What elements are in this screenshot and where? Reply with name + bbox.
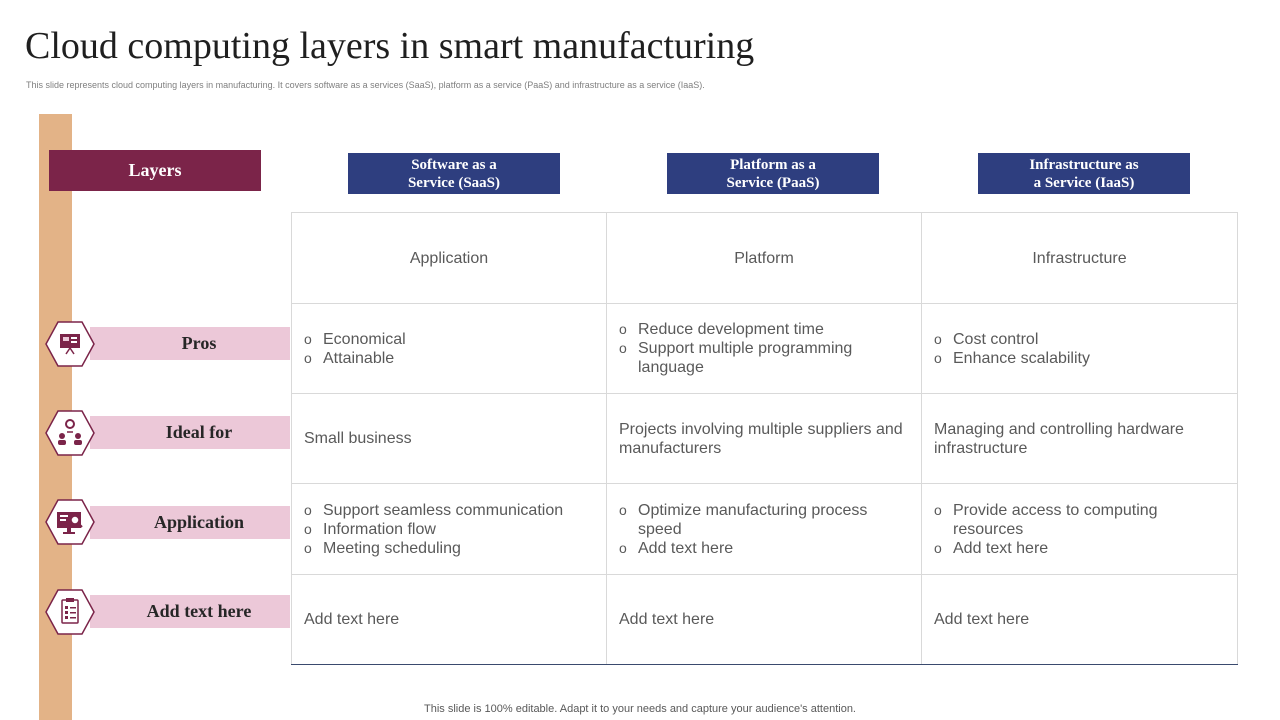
row-label-pros: Pros [90,327,290,360]
column-header-label: Platform as a Service (PaaS) [726,156,820,191]
row-label-ideal-for: Ideal for [90,416,290,449]
presentation-icon [45,320,95,368]
table-row-add-text: Add text here Add text here Add text her… [291,574,1238,665]
table-cell: Cost control Enhance scalability [921,303,1238,394]
table-header-cell: Infrastructure [921,212,1238,304]
list-item: Optimize manufacturing process speed [619,501,909,539]
table-cell: Reduce development time Support multiple… [606,303,922,394]
list-item: Cost control [934,330,1225,349]
layers-label-box: Layers [49,150,261,191]
table-cell: Add text here [606,574,922,665]
table-cell: Economical Attainable [291,303,607,394]
row-label-text: Pros [181,333,217,353]
list-item: Reduce development time [619,320,909,339]
column-header-label: Software as a Service (SaaS) [407,156,501,191]
table-row-application: Support seamless communication Informati… [291,483,1238,575]
column-header-saas: Software as a Service (SaaS) [348,153,560,194]
page-title: Cloud computing layers in smart manufact… [25,25,755,67]
list-item: Provide access to computing resources [934,501,1225,539]
row-label-text: Ideal for [165,422,233,442]
table-header-row: Application Platform Infrastructure [291,212,1238,304]
column-header-label: Infrastructure as a Service (IaaS) [1029,156,1139,191]
team-gear-icon [45,409,95,457]
table-cell: Add text here [921,574,1238,665]
list-item: Attainable [304,349,594,368]
table-header-cell: Application [291,212,607,304]
checklist-icon [45,588,95,636]
list-item: Enhance scalability [934,349,1225,368]
monitor-search-icon [45,498,95,546]
table-header-cell: Platform [606,212,922,304]
table-cell: Small business [291,393,607,484]
table-row-pros: Economical Attainable Reduce development… [291,303,1238,394]
footer-note: This slide is 100% editable. Adapt it to… [424,703,856,715]
list-item: Add text here [934,539,1225,558]
list-item: Economical [304,330,594,349]
table-cell: Support seamless communication Informati… [291,483,607,575]
row-label-text: Add text here [146,601,252,621]
row-label-text: Application [153,512,245,532]
list-item: Add text here [619,539,909,558]
list-item: Information flow [304,520,594,539]
comparison-table: Application Platform Infrastructure Econ… [291,212,1238,665]
table-cell: Provide access to computing resources Ad… [921,483,1238,575]
column-header-iaas: Infrastructure as a Service (IaaS) [978,153,1190,194]
list-item: Support multiple programming language [619,339,909,377]
table-cell: Projects involving multiple suppliers an… [606,393,922,484]
row-label-add-text: Add text here [90,595,290,628]
table-row-ideal-for: Small business Projects involving multip… [291,393,1238,484]
table-cell: Managing and controlling hardware infras… [921,393,1238,484]
page-subtitle: This slide represents cloud computing la… [26,80,705,90]
list-item: Support seamless communication [304,501,594,520]
column-header-paas: Platform as a Service (PaaS) [667,153,879,194]
layers-label: Layers [128,160,182,180]
table-cell: Optimize manufacturing process speed Add… [606,483,922,575]
table-cell: Add text here [291,574,607,665]
row-label-application: Application [90,506,290,539]
list-item: Meeting scheduling [304,539,594,558]
